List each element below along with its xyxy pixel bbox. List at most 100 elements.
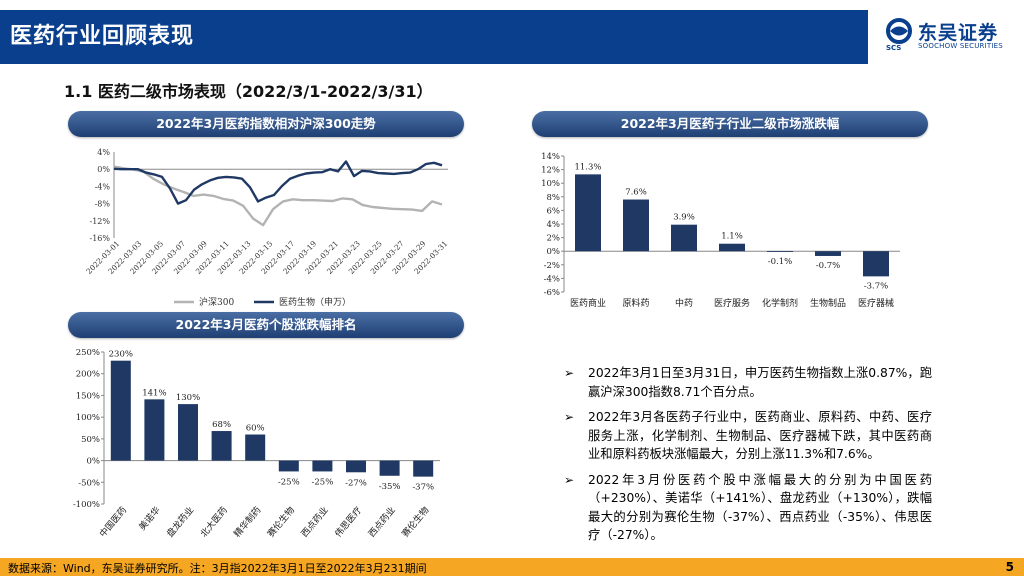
- bullet-list: ➢ 2022年3月1日至3月31日，申万医药生物指数上涨0.87%，跑赢沪深30…: [562, 364, 932, 552]
- x-category-label: 生物制品: [810, 297, 846, 309]
- series-line-pharma: [113, 160, 443, 205]
- y-tick-label: 0%: [87, 457, 101, 467]
- x-category-label: 医疗器械: [858, 297, 894, 309]
- y-tick-label: 0%: [547, 247, 561, 257]
- data-label: -0.7%: [816, 261, 840, 271]
- header-bar: [0, 10, 868, 64]
- y-tick-label: 10%: [541, 179, 560, 189]
- y-tick-label: -4%: [544, 274, 560, 284]
- y-tick-label: 250%: [76, 348, 100, 358]
- data-label: -0.1%: [768, 257, 792, 267]
- x-category-label: 赛伦生物: [399, 504, 431, 539]
- y-tick-label: -50%: [78, 478, 100, 488]
- y-tick-label: 0%: [97, 165, 110, 174]
- y-tick-label: 2%: [547, 234, 561, 244]
- company-logo: 东吴证券 SOOCHOW SECURITIES SCS: [884, 16, 1020, 56]
- y-tick-label: -12%: [90, 217, 111, 226]
- data-label: -3.7%: [864, 281, 888, 291]
- y-tick-label: -100%: [73, 500, 100, 510]
- x-category-label: 西点药业: [366, 505, 398, 540]
- section-title: 1.1 医药二级市场表现（2022/3/1-2022/3/31）: [64, 82, 433, 101]
- data-label: 7.6%: [625, 188, 647, 198]
- data-label: -25%: [312, 477, 334, 487]
- x-category-label: 盘龙药业: [164, 504, 196, 539]
- bullet-item: ➢ 2022年3月份医药个股中涨幅最大的分别为中国医药（+230%）、美诺华（+…: [562, 471, 932, 545]
- y-tick-label: -16%: [90, 234, 111, 243]
- bullet-marker-icon: ➢: [564, 410, 575, 424]
- y-tick-label: -6%: [544, 288, 560, 298]
- footer-source: 数据来源：Wind，东吴证券研究所。注：3月指2022年3月1日至2022年3月…: [8, 562, 427, 575]
- y-tick-label: -8%: [95, 200, 111, 209]
- bar: [278, 460, 299, 472]
- bullet-marker-icon: ➢: [564, 366, 575, 380]
- page-title: 医药行业回顾表现: [10, 24, 195, 49]
- bar: [144, 399, 165, 461]
- bar: [413, 460, 434, 477]
- data-label: 3.9%: [673, 213, 695, 223]
- y-tick-label: 8%: [547, 193, 561, 203]
- subindustry-bar-chart: 14% 12% 10% 8% 6% 4% 2% 0% -2% -4% -6% 11.3% 医药商业 7.6…: [541, 152, 900, 309]
- bar: [623, 199, 649, 252]
- bar: [312, 460, 333, 472]
- data-label: -37%: [412, 483, 434, 493]
- series-line-hs300: [113, 165, 443, 227]
- bullet-item: ➢ 2022年3月各医药子行业中，医药商业、原料药、中药、医疗服务上涨，化学制剂…: [562, 408, 932, 464]
- data-label: -25%: [278, 477, 300, 487]
- x-category-label: 医药商业: [570, 297, 606, 309]
- bar: [245, 434, 266, 461]
- y-tick-label: 4%: [547, 220, 561, 230]
- x-category-label: 中药: [675, 297, 693, 309]
- y-tick-label: 100%: [76, 413, 100, 423]
- logo-cn-text: 东吴证券: [918, 22, 999, 44]
- bullet-text: 2022年3月各医药子行业中，医药商业、原料药、中药、医疗服务上涨，化学制剂、生…: [588, 410, 932, 461]
- y-tick-label: -4%: [95, 182, 111, 191]
- y-tick-label: 50%: [81, 435, 100, 445]
- x-category-label: 精华制药: [231, 504, 263, 539]
- bar: [346, 460, 366, 473]
- bullet-marker-icon: ➢: [564, 472, 575, 487]
- bar: [110, 360, 131, 461]
- page-number: 5: [1005, 560, 1014, 574]
- x-category-label: 西点药业: [299, 505, 331, 540]
- data-label: 1.1%: [721, 232, 743, 242]
- x-category-label: 美诺华: [136, 504, 163, 532]
- stock-bar-chart: 250% 200% 150% 100% 50% 0% -50% -100% 230% 中国医药 14…: [73, 348, 440, 540]
- data-label: 130%: [176, 393, 200, 403]
- data-label: -35%: [379, 482, 401, 492]
- x-category-label: 化学制剂: [762, 297, 798, 309]
- legend-label: 沪深300: [199, 296, 234, 308]
- y-tick-label: 12%: [541, 166, 560, 176]
- bar: [719, 243, 745, 252]
- line-chart: 4%0%-4%-8%-12%-16%2022-03-012022-03-0320…: [84, 148, 449, 308]
- x-category-label: 伟思医疗: [332, 504, 364, 539]
- bar: [211, 431, 232, 461]
- bar: [178, 404, 198, 461]
- bullet-item: ➢ 2022年3月1日至3月31日，申万医药生物指数上涨0.87%，跑赢沪深30…: [562, 364, 932, 401]
- data-label: 141%: [142, 388, 166, 398]
- y-tick-label: 4%: [97, 148, 110, 157]
- legend-label: 医药生物（申万）: [279, 296, 351, 308]
- logo-en-text: SOOCHOW SECURITIES: [918, 42, 1003, 50]
- y-tick-label: 6%: [547, 206, 561, 216]
- x-category-label: 北大医药: [198, 504, 230, 539]
- data-label: 230%: [109, 350, 133, 360]
- x-category-label: 医疗服务: [714, 297, 750, 309]
- bar: [815, 251, 841, 256]
- y-tick-label: 200%: [76, 370, 100, 380]
- bullet-text: 2022年3月份医药个股中涨幅最大的分别为中国医药（+230%）、美诺华（+14…: [588, 472, 932, 543]
- subindustry-chart-header: 2022年3月医药子行业二级市场涨跌幅: [532, 111, 928, 137]
- bullet-text: 2022年3月1日至3月31日，申万医药生物指数上涨0.87%，跑赢沪深300指…: [588, 366, 932, 399]
- x-category-label: 中国医药: [97, 504, 129, 539]
- data-label: 68%: [212, 420, 231, 430]
- y-tick-label: 14%: [541, 152, 560, 162]
- line-chart-header: 2022年3月医药指数相对沪深300走势: [68, 111, 464, 137]
- x-category-label: 原料药: [622, 297, 649, 309]
- data-label: 11.3%: [574, 162, 601, 172]
- bar: [575, 174, 601, 252]
- bar: [671, 224, 697, 252]
- bar: [767, 251, 793, 252]
- logo-abbr-text: SCS: [886, 44, 902, 52]
- x-category-label: 赛伦生物: [265, 504, 297, 539]
- data-label: -27%: [345, 478, 367, 488]
- bar: [863, 251, 889, 277]
